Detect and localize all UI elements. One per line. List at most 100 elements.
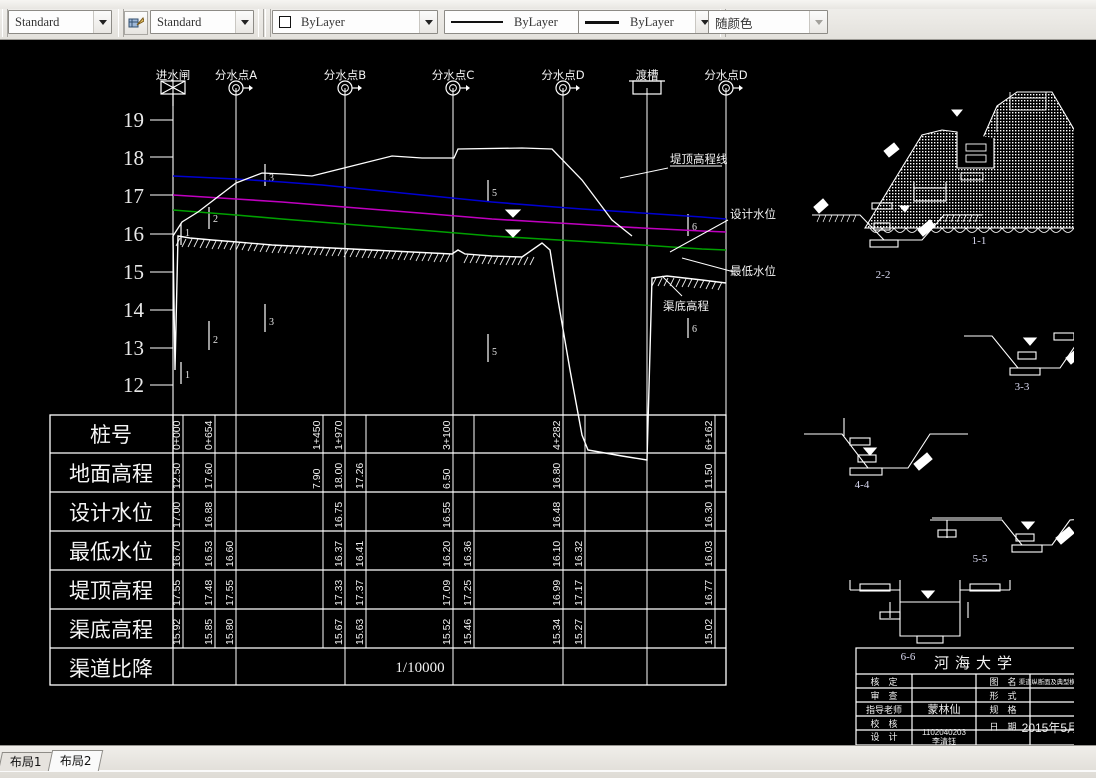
cell-low-level: 16.03	[703, 541, 715, 567]
field-label: 形 式	[989, 690, 1016, 702]
drawing-canvas[interactable]: 19 18 17 16 15 14 13 12	[22, 40, 1074, 745]
table-row-labels: 桩号 地面高程 设计水位 最低水位 堤顶高程 渠底高程 渠道比降	[69, 423, 153, 681]
diversion-point-icon	[337, 80, 363, 96]
text-style-combo[interactable]: Standard	[8, 10, 112, 34]
station-label: 分水点A	[215, 68, 257, 82]
plotstyle-combo[interactable]: 随颜色	[708, 10, 828, 34]
toolbar-grip-4[interactable]	[265, 9, 271, 37]
lowest-water-level-line	[172, 194, 727, 233]
cell-design-level: 16.55	[441, 502, 453, 528]
color-swatch-icon	[279, 16, 291, 28]
cell-crest: 17.09	[441, 580, 453, 606]
chevron-down-icon[interactable]	[419, 11, 437, 33]
cell-station: 1+970	[333, 420, 345, 450]
toolbar-grip-3[interactable]	[258, 9, 264, 37]
cell-low-level: 16.37	[333, 541, 345, 567]
cell-ground: 6.50	[441, 468, 453, 489]
layer-color-combo[interactable]: ByLayer	[272, 10, 438, 34]
section-1-1: 1-1	[864, 91, 1074, 247]
dim-style-value: Standard	[157, 14, 202, 29]
cell-station: 4+282	[551, 420, 563, 450]
section-number: 3	[269, 317, 274, 328]
section-6-6: 6-6	[849, 580, 1011, 663]
cell-design-level: 16.88	[203, 502, 215, 528]
cell-crest: 17.55	[224, 580, 236, 606]
y-tick-label: 18	[123, 146, 144, 170]
diversion-point-icon	[445, 80, 471, 96]
table-row-label: 地面高程	[69, 462, 153, 486]
table-col-separators	[182, 415, 716, 648]
cell-crest: 17.55	[171, 580, 183, 606]
cell-crest: 17.17	[573, 580, 585, 606]
cell-station: 0+654	[203, 420, 215, 450]
chevron-down-icon[interactable]	[235, 11, 253, 33]
section-number: 2	[213, 335, 218, 346]
cell-design-level: 17.00	[171, 502, 183, 528]
dim-style-glyph	[128, 17, 144, 28]
section-5-5: 5-5	[930, 517, 1074, 565]
callout-label: 渠底高程	[663, 299, 709, 313]
linetype-value: ByLayer	[514, 14, 558, 29]
toolbar-grip[interactable]	[2, 9, 8, 37]
lineweight-preview-icon	[585, 20, 619, 24]
dimension-style-icon[interactable]	[124, 11, 148, 35]
chevron-down-icon[interactable]	[93, 11, 111, 33]
cell-crest: 16.99	[551, 580, 563, 606]
canal-bottom-line	[172, 209, 727, 251]
y-tick-label: 14	[123, 298, 145, 322]
cell-design-level: 16.48	[551, 502, 563, 528]
org-name: 河海大学	[934, 654, 1018, 672]
section-name: 2-2	[876, 269, 891, 281]
drawing-left-margin	[0, 40, 23, 745]
water-level-symbol	[504, 209, 522, 238]
cell-crest: 17.48	[203, 580, 215, 606]
section-number: 1	[185, 228, 190, 239]
dim-style-combo[interactable]: Standard	[150, 10, 254, 34]
section-4-4: 4-4	[804, 418, 968, 491]
cell-low-level: 16.20	[441, 541, 453, 567]
layout-tab-2[interactable]: 布局2	[47, 750, 103, 771]
layout-tabs: 布局1 布局2	[0, 750, 103, 771]
cell-station: 1+450	[311, 420, 323, 450]
cell-station: 0+000	[171, 420, 183, 450]
callout-label: 最低水位	[730, 264, 776, 278]
field-label: 审 查	[870, 690, 897, 702]
section-number: 5	[492, 188, 497, 199]
cell-low-level: 16.10	[551, 541, 563, 567]
layer-color-value: ByLayer	[301, 14, 345, 29]
y-tick-label: 17	[123, 184, 144, 208]
section-number: 6	[692, 324, 697, 335]
cell-low-level: 16.70	[171, 541, 183, 567]
layout-tab-1[interactable]: 布局1	[0, 752, 53, 771]
cell-station: 6+162	[703, 420, 715, 450]
cell-low-level: 16.36	[462, 541, 474, 567]
chevron-down-icon[interactable]	[809, 11, 827, 33]
section-name: 1-1	[972, 235, 987, 247]
lineweight-combo[interactable]: ByLayer	[578, 10, 714, 34]
station-label: 渡槽	[636, 68, 659, 82]
toolbar-grip-2[interactable]	[118, 9, 124, 37]
station-label: 分水点D	[704, 68, 747, 82]
cell-bottom: 15.52	[441, 619, 453, 645]
callout-label: 设计水位	[730, 207, 776, 221]
cell-bottom: 15.67	[333, 619, 345, 645]
drawing-name-value: 渠道纵断面及典型横断面设计图	[1019, 677, 1074, 686]
section-cut-numbers: 1 2 3 5 6 1 2 3 5 6	[185, 173, 697, 381]
field-label: 设 计	[870, 731, 897, 743]
section-name: 3-3	[1015, 381, 1030, 393]
cell-low-level: 16.53	[203, 541, 215, 567]
cell-crest: 17.33	[333, 580, 345, 606]
toolbar-top-strip	[0, 0, 1096, 9]
field-label: 图 名	[989, 676, 1016, 688]
cell-bottom: 15.27	[573, 619, 585, 645]
cell-design-level: 16.75	[333, 502, 345, 528]
plotstyle-value: 随颜色	[715, 16, 753, 31]
section-number: 1	[185, 370, 190, 381]
layout-tab-bar: 布局1 布局2	[0, 745, 1096, 778]
cell-ground: 17.60	[203, 463, 215, 489]
section-number: 2	[213, 214, 218, 225]
y-tick-label: 12	[123, 373, 144, 397]
cell-crest: 17.37	[354, 580, 366, 606]
diversion-point-icon	[718, 80, 744, 96]
station-label: 分水点B	[324, 68, 366, 82]
